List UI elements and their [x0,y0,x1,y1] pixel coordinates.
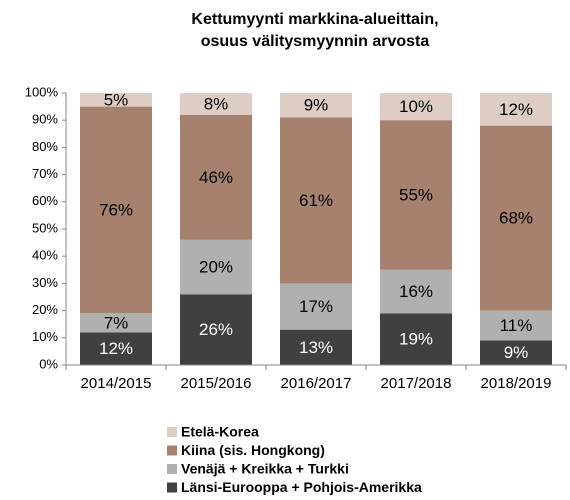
bar-segment [280,329,352,365]
y-tick-label: 70% [32,166,58,181]
y-tick-label: 60% [32,193,58,208]
value-label: 17% [299,297,333,316]
value-label: 26% [199,320,233,339]
value-label: 13% [299,338,333,357]
y-tick-label: 10% [32,329,58,344]
y-tick-label: 50% [32,220,58,235]
y-tick-label: 90% [32,112,58,127]
bar-segment [80,93,152,107]
value-label: 11% [500,316,533,335]
bar-segment [280,117,352,284]
legend-swatch [167,427,177,437]
legend-swatch [167,445,177,456]
y-tick-label: 80% [32,139,58,154]
bar-segment [180,294,252,365]
x-tick-label: 2015/2016 [181,375,252,392]
value-label: 46% [199,168,233,187]
bar-segment [280,283,352,330]
legend-label: Venäjä + Kreikka + Turkki [181,461,349,477]
bar-segment [80,313,152,333]
legend-label: Länsi-Eurooppa + Pohjois-Amerikka [181,479,422,495]
value-label: 61% [299,191,333,210]
chart-title: Kettumyynti markkina-alueittain, [191,11,438,28]
legend-swatch [167,482,177,493]
y-tick-label: 40% [32,248,58,263]
bar-segment [180,114,252,240]
x-tick-label: 2017/2018 [381,375,452,392]
bar-segment [480,310,552,341]
value-label: 19% [399,330,433,349]
y-tick-label: 20% [32,302,58,317]
bar-segment [280,93,352,118]
bar-segment [380,269,452,314]
bar-segment [80,332,152,365]
value-label: 9% [304,96,329,115]
value-label: 20% [199,258,233,277]
value-label: 10% [399,97,433,116]
bar-segment [380,93,452,121]
value-label: 8% [204,94,229,113]
value-label: 12% [99,339,133,358]
value-label: 9% [504,343,529,362]
legend-swatch [167,464,177,474]
bar-segment [380,120,452,270]
value-label: 55% [399,185,433,204]
value-label: 68% [499,209,533,228]
bar-segment [180,93,252,115]
value-label: 76% [99,200,133,219]
value-label: 12% [499,100,533,119]
bar-segment [480,93,552,126]
y-tick-label: 100% [25,84,59,99]
y-tick-label: 30% [32,275,58,290]
value-label: 5% [104,90,129,109]
chart-title: osuus välitysmyynnin arvosta [201,33,430,50]
value-label: 16% [399,282,433,301]
bar-segment [380,313,452,365]
bar-segment [480,125,552,311]
x-tick-label: 2016/2017 [281,375,352,392]
x-tick-label: 2014/2015 [81,375,152,392]
y-tick-label: 0% [39,356,58,371]
value-label: 7% [104,313,129,332]
bar-segment [80,106,152,314]
legend-label: Kiina (sis. Hongkong) [181,442,325,458]
bar-segment [180,239,252,295]
x-tick-label: 2018/2019 [481,375,552,392]
legend-label: Etelä-Korea [181,424,259,440]
bar-segment [480,340,552,365]
